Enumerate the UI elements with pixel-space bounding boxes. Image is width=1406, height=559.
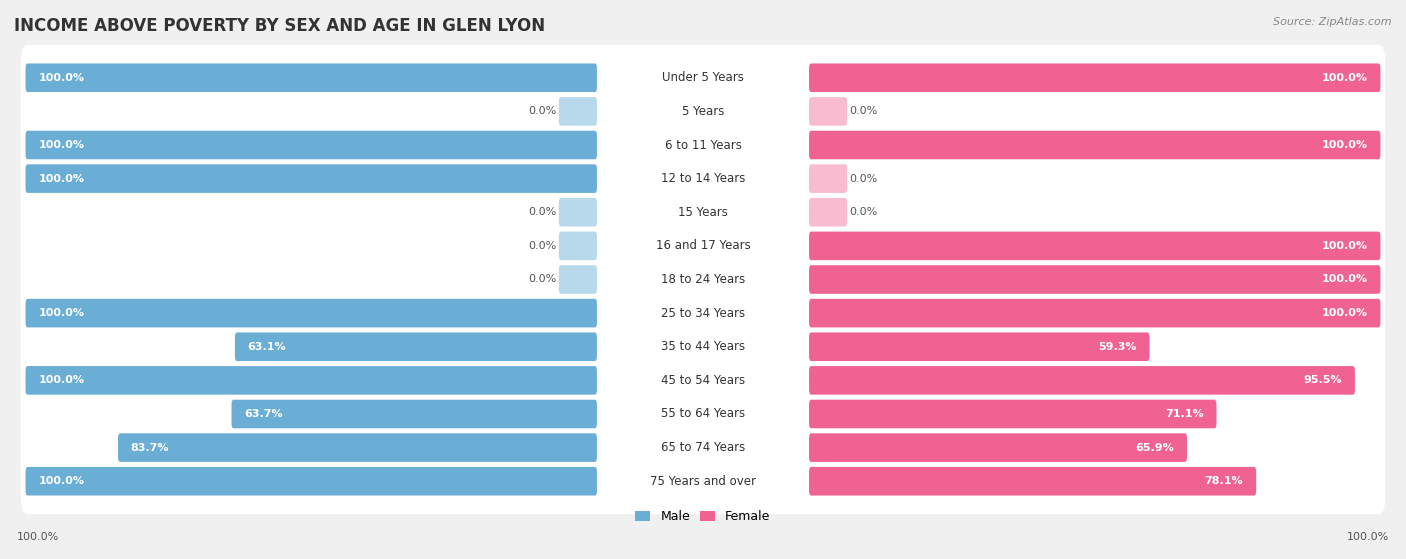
Text: 100.0%: 100.0%: [1322, 73, 1368, 83]
Text: 0.0%: 0.0%: [849, 207, 877, 217]
Text: 65 to 74 Years: 65 to 74 Years: [661, 441, 745, 454]
Text: 0.0%: 0.0%: [529, 207, 557, 217]
FancyBboxPatch shape: [808, 231, 1381, 260]
FancyBboxPatch shape: [21, 78, 1385, 144]
FancyBboxPatch shape: [118, 433, 598, 462]
Text: 55 to 64 Years: 55 to 64 Years: [661, 408, 745, 420]
FancyBboxPatch shape: [808, 64, 1381, 92]
Text: 65.9%: 65.9%: [1136, 443, 1174, 453]
FancyBboxPatch shape: [808, 433, 1187, 462]
Text: 0.0%: 0.0%: [529, 274, 557, 285]
FancyBboxPatch shape: [21, 348, 1385, 413]
Text: 95.5%: 95.5%: [1303, 376, 1343, 385]
Text: 45 to 54 Years: 45 to 54 Years: [661, 374, 745, 387]
FancyBboxPatch shape: [21, 415, 1385, 481]
FancyBboxPatch shape: [558, 231, 598, 260]
FancyBboxPatch shape: [25, 366, 598, 395]
FancyBboxPatch shape: [558, 265, 598, 294]
Text: 5 Years: 5 Years: [682, 105, 724, 118]
Text: 18 to 24 Years: 18 to 24 Years: [661, 273, 745, 286]
Text: 0.0%: 0.0%: [849, 106, 877, 116]
FancyBboxPatch shape: [808, 366, 1355, 395]
FancyBboxPatch shape: [21, 146, 1385, 211]
FancyBboxPatch shape: [21, 112, 1385, 178]
FancyBboxPatch shape: [808, 333, 1150, 361]
Text: 100.0%: 100.0%: [38, 174, 84, 183]
Text: 63.7%: 63.7%: [245, 409, 283, 419]
FancyBboxPatch shape: [21, 247, 1385, 312]
Text: 78.1%: 78.1%: [1205, 476, 1243, 486]
Text: 0.0%: 0.0%: [849, 174, 877, 183]
Text: 100.0%: 100.0%: [17, 532, 59, 542]
Text: 100.0%: 100.0%: [38, 308, 84, 318]
Text: 100.0%: 100.0%: [38, 376, 84, 385]
Text: 83.7%: 83.7%: [131, 443, 169, 453]
Text: 63.1%: 63.1%: [247, 342, 287, 352]
Text: 6 to 11 Years: 6 to 11 Years: [665, 139, 741, 151]
FancyBboxPatch shape: [558, 198, 598, 226]
Text: INCOME ABOVE POVERTY BY SEX AND AGE IN GLEN LYON: INCOME ABOVE POVERTY BY SEX AND AGE IN G…: [14, 17, 546, 35]
FancyBboxPatch shape: [25, 64, 598, 92]
FancyBboxPatch shape: [808, 467, 1256, 495]
FancyBboxPatch shape: [25, 467, 598, 495]
Text: 59.3%: 59.3%: [1098, 342, 1136, 352]
FancyBboxPatch shape: [232, 400, 598, 428]
FancyBboxPatch shape: [25, 299, 598, 328]
Text: 15 Years: 15 Years: [678, 206, 728, 219]
Text: 25 to 34 Years: 25 to 34 Years: [661, 307, 745, 320]
Text: Under 5 Years: Under 5 Years: [662, 71, 744, 84]
FancyBboxPatch shape: [21, 448, 1385, 514]
FancyBboxPatch shape: [21, 213, 1385, 279]
Text: 0.0%: 0.0%: [529, 106, 557, 116]
FancyBboxPatch shape: [21, 314, 1385, 380]
Text: 100.0%: 100.0%: [1322, 241, 1368, 251]
FancyBboxPatch shape: [235, 333, 598, 361]
Text: 100.0%: 100.0%: [38, 476, 84, 486]
Text: 75 Years and over: 75 Years and over: [650, 475, 756, 488]
Text: 100.0%: 100.0%: [1347, 532, 1389, 542]
FancyBboxPatch shape: [21, 280, 1385, 346]
Text: 71.1%: 71.1%: [1166, 409, 1204, 419]
FancyBboxPatch shape: [808, 265, 1381, 294]
Text: 100.0%: 100.0%: [1322, 308, 1368, 318]
FancyBboxPatch shape: [21, 179, 1385, 245]
FancyBboxPatch shape: [25, 164, 598, 193]
FancyBboxPatch shape: [808, 198, 848, 226]
Text: 100.0%: 100.0%: [38, 140, 84, 150]
FancyBboxPatch shape: [808, 299, 1381, 328]
FancyBboxPatch shape: [558, 97, 598, 126]
FancyBboxPatch shape: [21, 45, 1385, 111]
Text: 100.0%: 100.0%: [38, 73, 84, 83]
FancyBboxPatch shape: [808, 97, 848, 126]
Text: 35 to 44 Years: 35 to 44 Years: [661, 340, 745, 353]
Text: 100.0%: 100.0%: [1322, 274, 1368, 285]
FancyBboxPatch shape: [808, 164, 848, 193]
Text: Source: ZipAtlas.com: Source: ZipAtlas.com: [1274, 17, 1392, 27]
FancyBboxPatch shape: [808, 400, 1216, 428]
Text: 0.0%: 0.0%: [529, 241, 557, 251]
FancyBboxPatch shape: [21, 381, 1385, 447]
FancyBboxPatch shape: [808, 131, 1381, 159]
Legend: Male, Female: Male, Female: [630, 505, 776, 528]
Text: 100.0%: 100.0%: [1322, 140, 1368, 150]
Text: 12 to 14 Years: 12 to 14 Years: [661, 172, 745, 185]
Text: 16 and 17 Years: 16 and 17 Years: [655, 239, 751, 252]
FancyBboxPatch shape: [25, 131, 598, 159]
